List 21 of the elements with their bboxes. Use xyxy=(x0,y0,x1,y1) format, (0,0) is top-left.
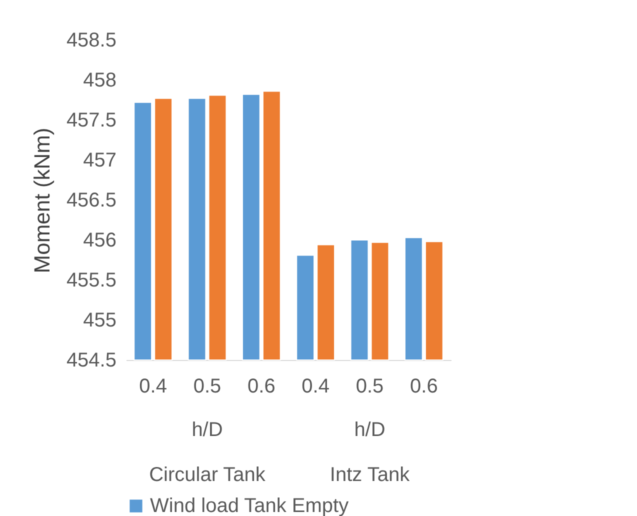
x-tick-label: 0.6 xyxy=(248,376,276,398)
y-tick-label: 458.5 xyxy=(66,30,116,52)
legend-label: Wind load Tank Empty xyxy=(150,495,349,516)
text: Intz Tank xyxy=(330,464,411,486)
y-tick-label: 458 xyxy=(83,70,116,92)
x-tick-label: 0.5 xyxy=(356,376,384,398)
text: Circular Tank xyxy=(149,464,266,486)
y-tick-label: 457 xyxy=(83,150,116,172)
y-tick-label: 454.5 xyxy=(66,350,116,372)
x-tick-label: 0.4 xyxy=(302,376,330,398)
y-axis-title: Moment (kNm) xyxy=(29,128,54,274)
text: h/D xyxy=(354,419,386,441)
y-tick-label: 457.5 xyxy=(66,110,116,132)
text: h/D xyxy=(192,419,223,441)
x-tick-label: 0.4 xyxy=(139,376,167,398)
y-tick-label: 455 xyxy=(83,310,116,332)
y-tick-label: 455.5 xyxy=(66,270,116,292)
y-tick-label: 456 xyxy=(83,230,116,252)
y-tick-label: 456.5 xyxy=(66,190,116,212)
x-tick-label: 0.5 xyxy=(193,376,222,398)
x-tick-label: 0.6 xyxy=(410,376,438,398)
